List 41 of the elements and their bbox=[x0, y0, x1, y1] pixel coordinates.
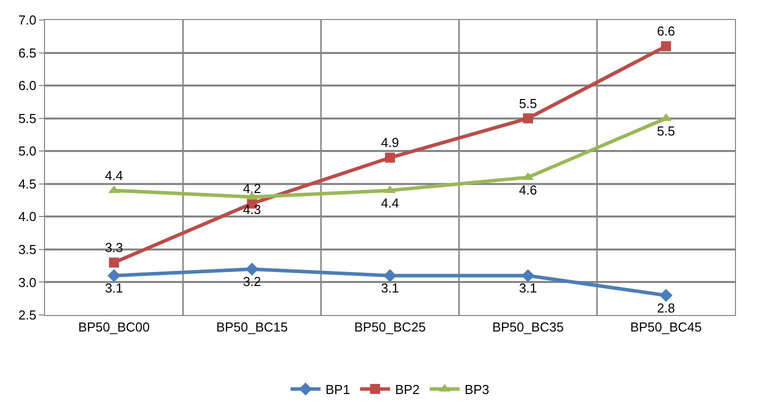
y-tick-label: 4.0 bbox=[18, 209, 36, 224]
data-label: 2.8 bbox=[656, 300, 676, 316]
data-label: 4.4 bbox=[104, 168, 124, 183]
point bbox=[661, 41, 671, 52]
y-tick-label: 2.5 bbox=[18, 308, 36, 323]
data-label: 3.2 bbox=[242, 274, 262, 290]
y-tick-label: 5.0 bbox=[18, 144, 36, 159]
x-tick-label: BP50_BC00 bbox=[78, 320, 150, 335]
point bbox=[384, 269, 396, 282]
data-label: 5.5 bbox=[656, 123, 676, 138]
data-label: 3.1 bbox=[380, 280, 400, 296]
data-label: 4.4 bbox=[380, 195, 400, 210]
legend-label: BP2 bbox=[395, 382, 420, 398]
y-tick-label: 3.5 bbox=[18, 242, 36, 257]
point bbox=[246, 262, 258, 276]
point bbox=[660, 288, 672, 302]
data-label: 3.1 bbox=[518, 280, 538, 296]
data-label: 3.1 bbox=[104, 280, 124, 296]
x-tick-label: BP50_BC35 bbox=[492, 320, 564, 335]
y-tick-label: 3.0 bbox=[18, 274, 36, 290]
data-label: 5.5 bbox=[518, 96, 538, 111]
y-tick-label: 6.5 bbox=[18, 45, 36, 60]
y-tick-label: 4.5 bbox=[18, 176, 36, 192]
data-label: 4.9 bbox=[380, 135, 400, 150]
y-tick-label: 6.0 bbox=[18, 78, 36, 94]
data-label: 4.6 bbox=[518, 182, 538, 198]
y-tick-label: 7.0 bbox=[18, 12, 36, 28]
point bbox=[109, 258, 119, 268]
point bbox=[385, 152, 395, 163]
legend-label: BP1 bbox=[326, 382, 350, 398]
data-label: 6.6 bbox=[656, 24, 676, 39]
x-tick-label: BP50_BC15 bbox=[216, 320, 288, 335]
legend-label: BP3 bbox=[464, 382, 490, 398]
data-label: 3.3 bbox=[104, 240, 124, 256]
data-label: 4.2 bbox=[242, 181, 262, 196]
x-tick-label: BP50_BC25 bbox=[354, 320, 426, 335]
point bbox=[522, 269, 534, 282]
x-tick-label: BP50_BC45 bbox=[630, 320, 702, 335]
point bbox=[108, 269, 120, 282]
y-tick-label: 5.5 bbox=[18, 110, 36, 126]
point bbox=[523, 113, 533, 124]
